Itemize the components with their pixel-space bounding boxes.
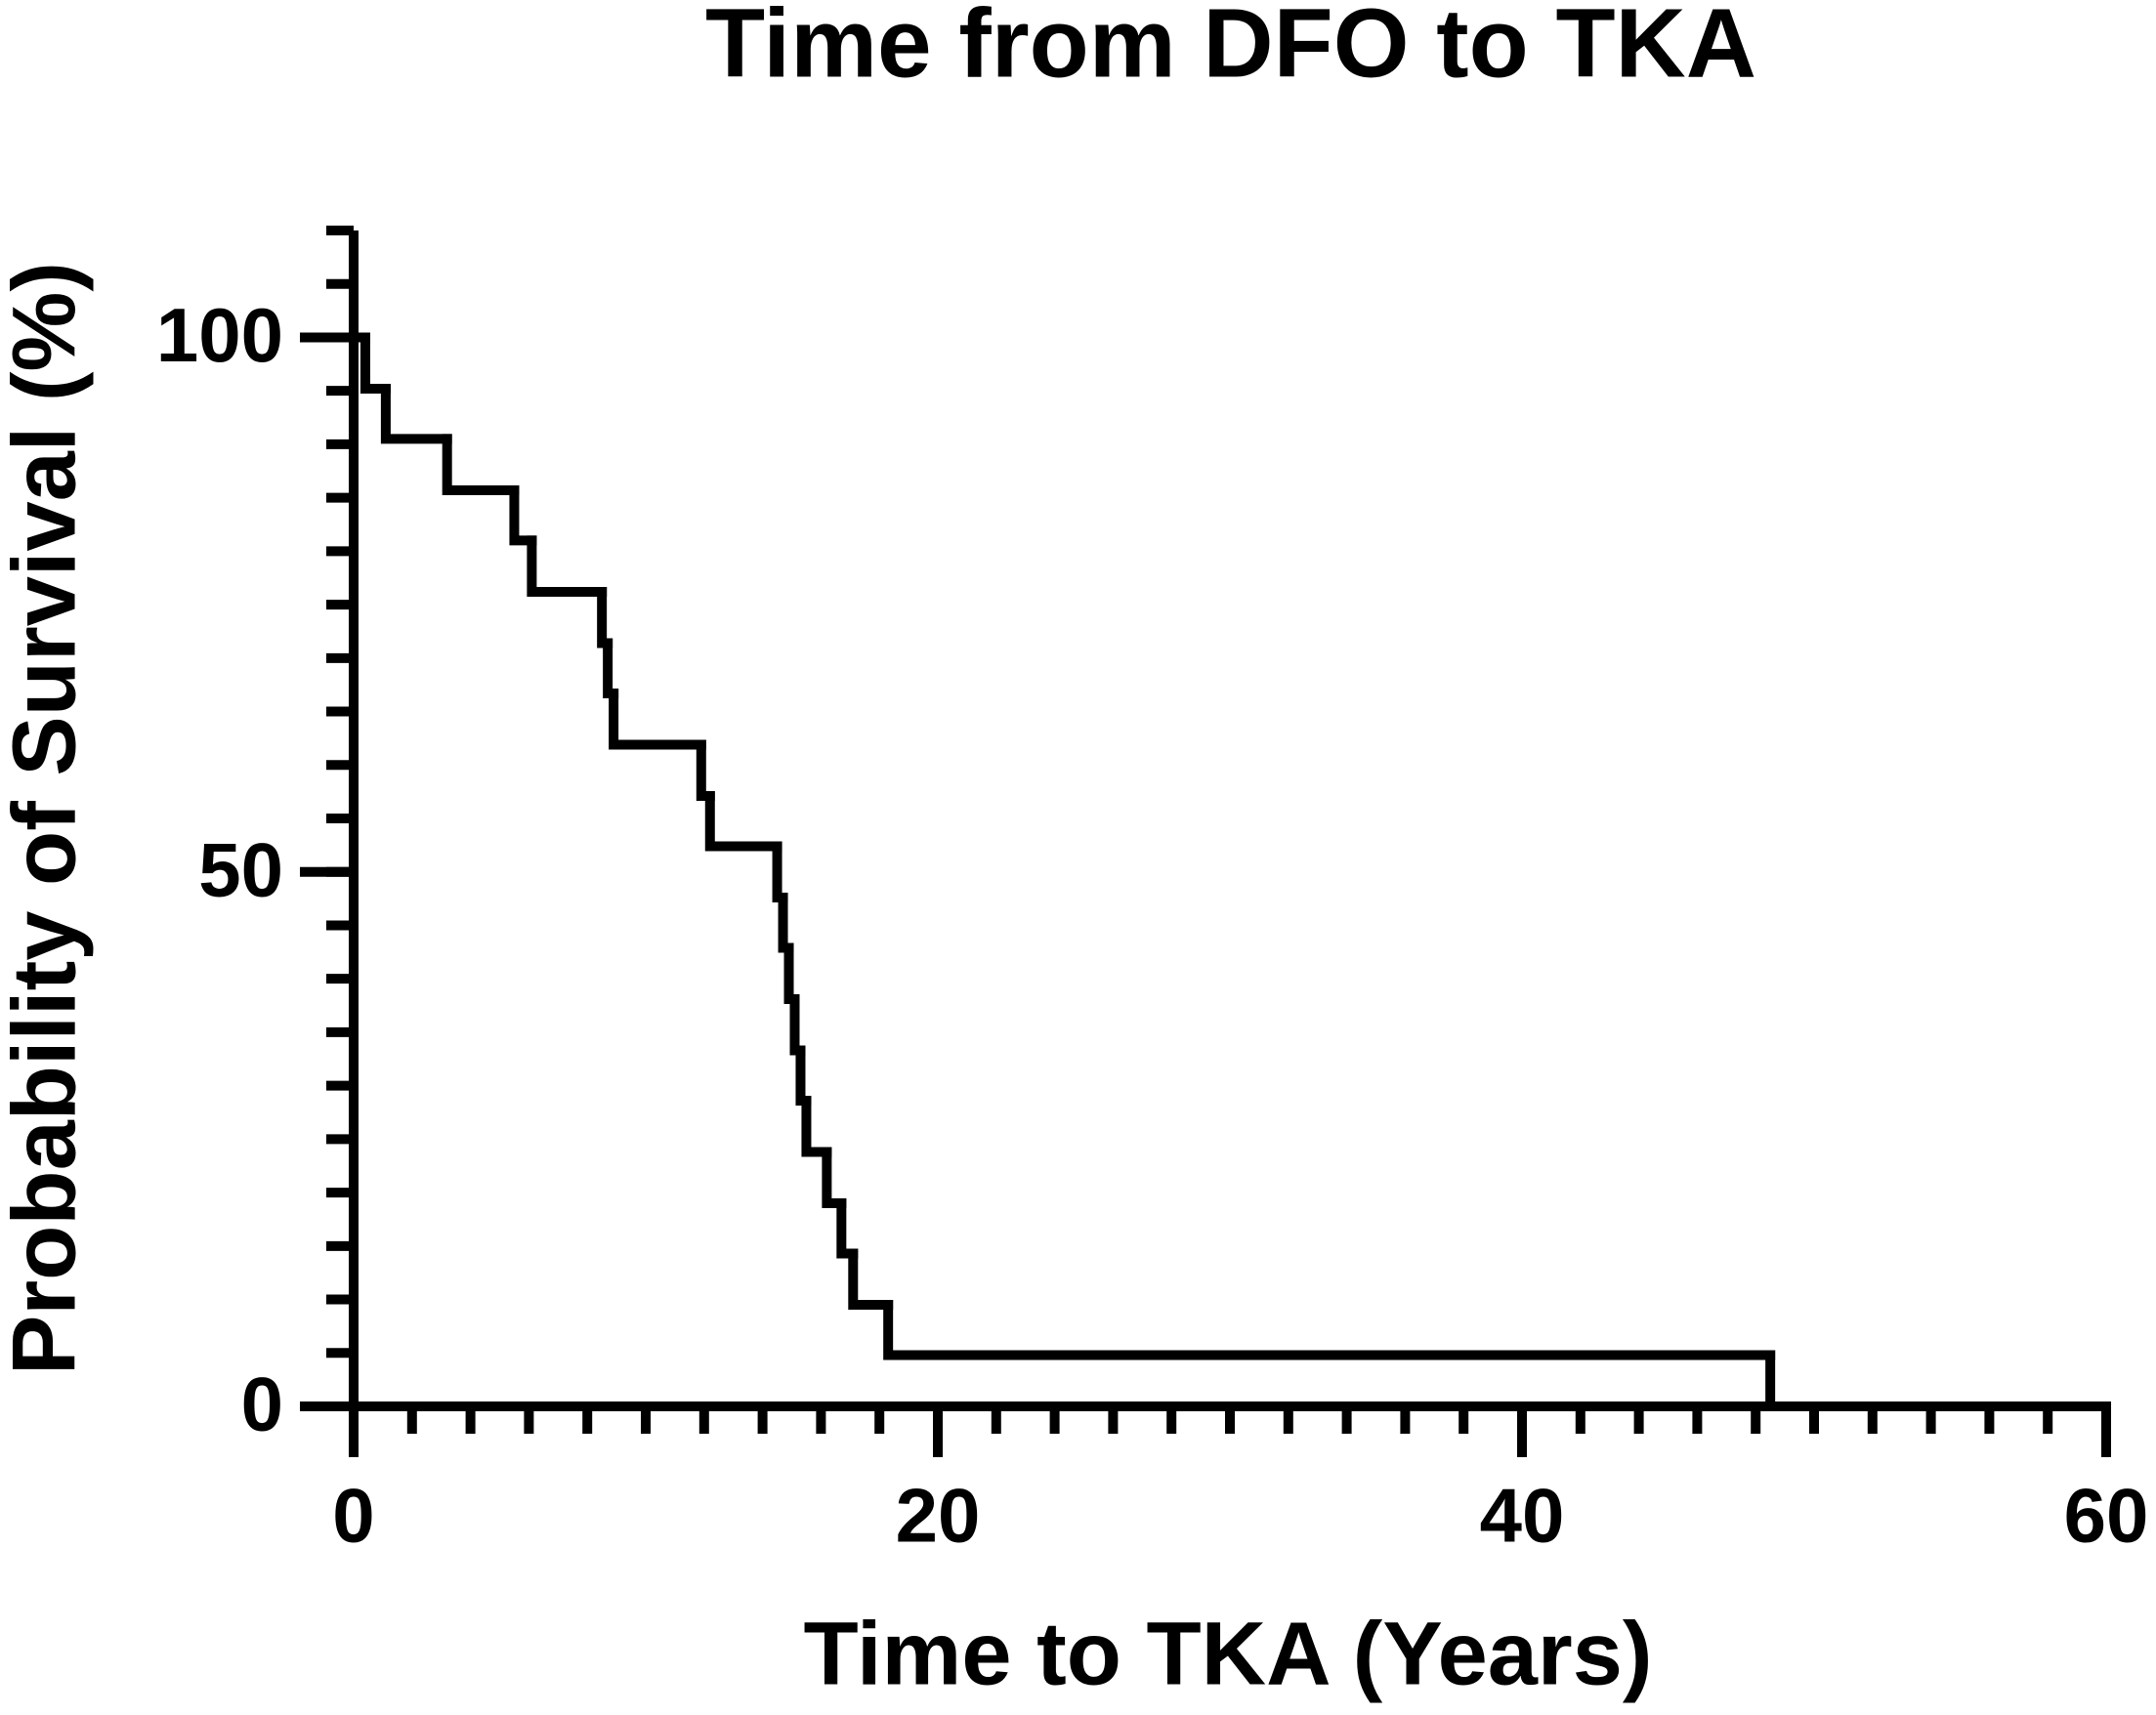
- survival-step: [509, 484, 537, 546]
- x-tick-label: 40: [1480, 1473, 1565, 1559]
- x-tick-label: 0: [332, 1473, 374, 1559]
- survival-step: [883, 1300, 1776, 1360]
- x-tick-label: 60: [2064, 1473, 2149, 1559]
- survival-step: [603, 638, 619, 698]
- y-tick-label: 50: [198, 826, 283, 912]
- survival-step: [822, 1147, 847, 1209]
- y-tick-label: 100: [156, 292, 283, 378]
- survival-step: [778, 892, 794, 953]
- survival-step: [772, 841, 788, 902]
- y-tick-label: 0: [241, 1361, 283, 1447]
- survival-step: [801, 1095, 832, 1157]
- survival-step: [795, 1045, 812, 1106]
- y-axis-label: Probability of Survival (%): [0, 262, 94, 1375]
- survival-step: [704, 791, 782, 852]
- chart-title: Time from DFO to TKA: [705, 0, 1756, 98]
- survival-step: [442, 434, 520, 495]
- survival-step: [609, 688, 706, 750]
- survival-step: [380, 383, 452, 444]
- survival-step: [789, 993, 806, 1056]
- survival-step: [359, 332, 391, 394]
- survival-step: [836, 1198, 859, 1259]
- survival-step: [696, 739, 715, 802]
- survival-step: [527, 535, 608, 597]
- x-tick-label: 20: [896, 1473, 981, 1559]
- survival-step: [848, 1248, 894, 1311]
- survival-step: [597, 586, 613, 648]
- x-axis-label: Time to TKA (Years): [803, 1604, 1652, 1703]
- survival-step: [783, 942, 800, 1004]
